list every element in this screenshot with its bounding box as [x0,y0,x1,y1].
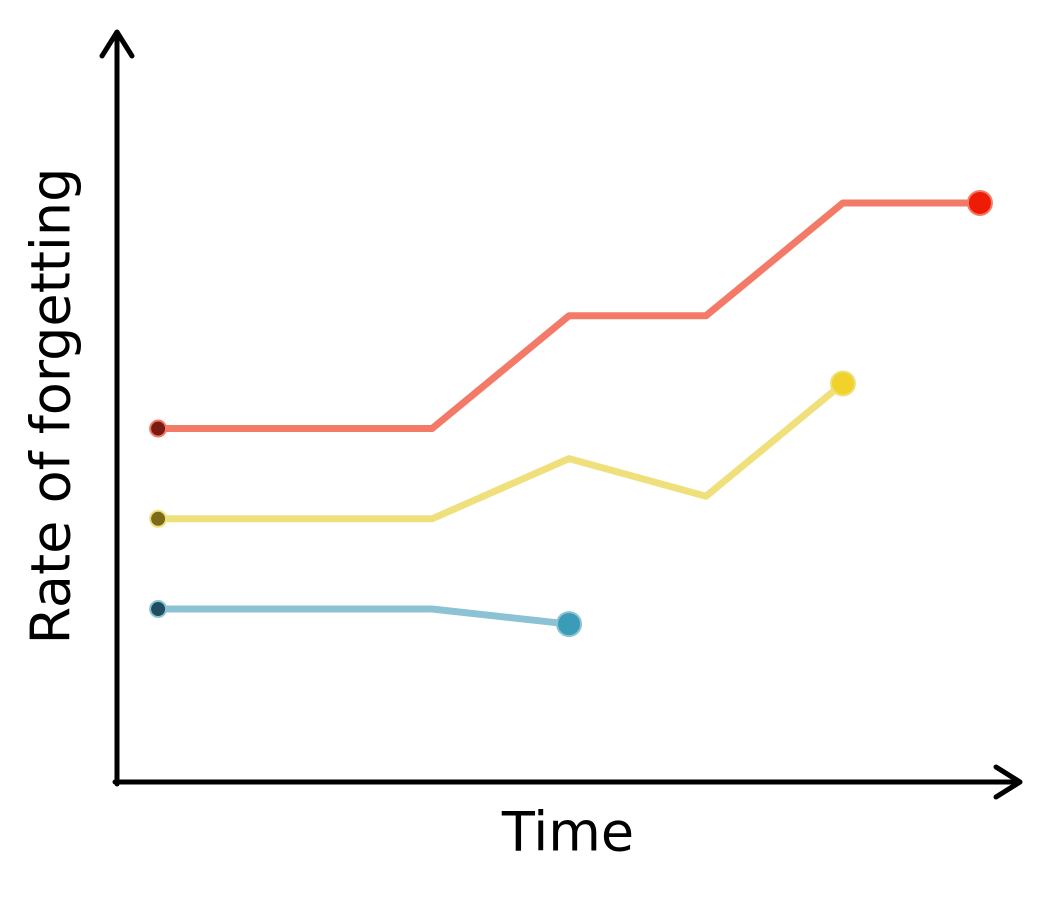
x-axis-label: Time [501,801,634,864]
end-marker [966,189,993,216]
series-line [154,605,573,628]
end-marker [829,370,856,397]
x-axis-arrow [993,764,1023,800]
axes [99,29,1023,800]
start-marker [149,419,168,438]
start-marker [149,509,168,528]
y-axis-arrow [99,29,135,59]
series-line [154,199,984,433]
start-marker [149,600,168,619]
series-line [154,379,847,523]
y-axis-label: Rate of forgetting [20,168,83,645]
end-marker [556,611,582,638]
